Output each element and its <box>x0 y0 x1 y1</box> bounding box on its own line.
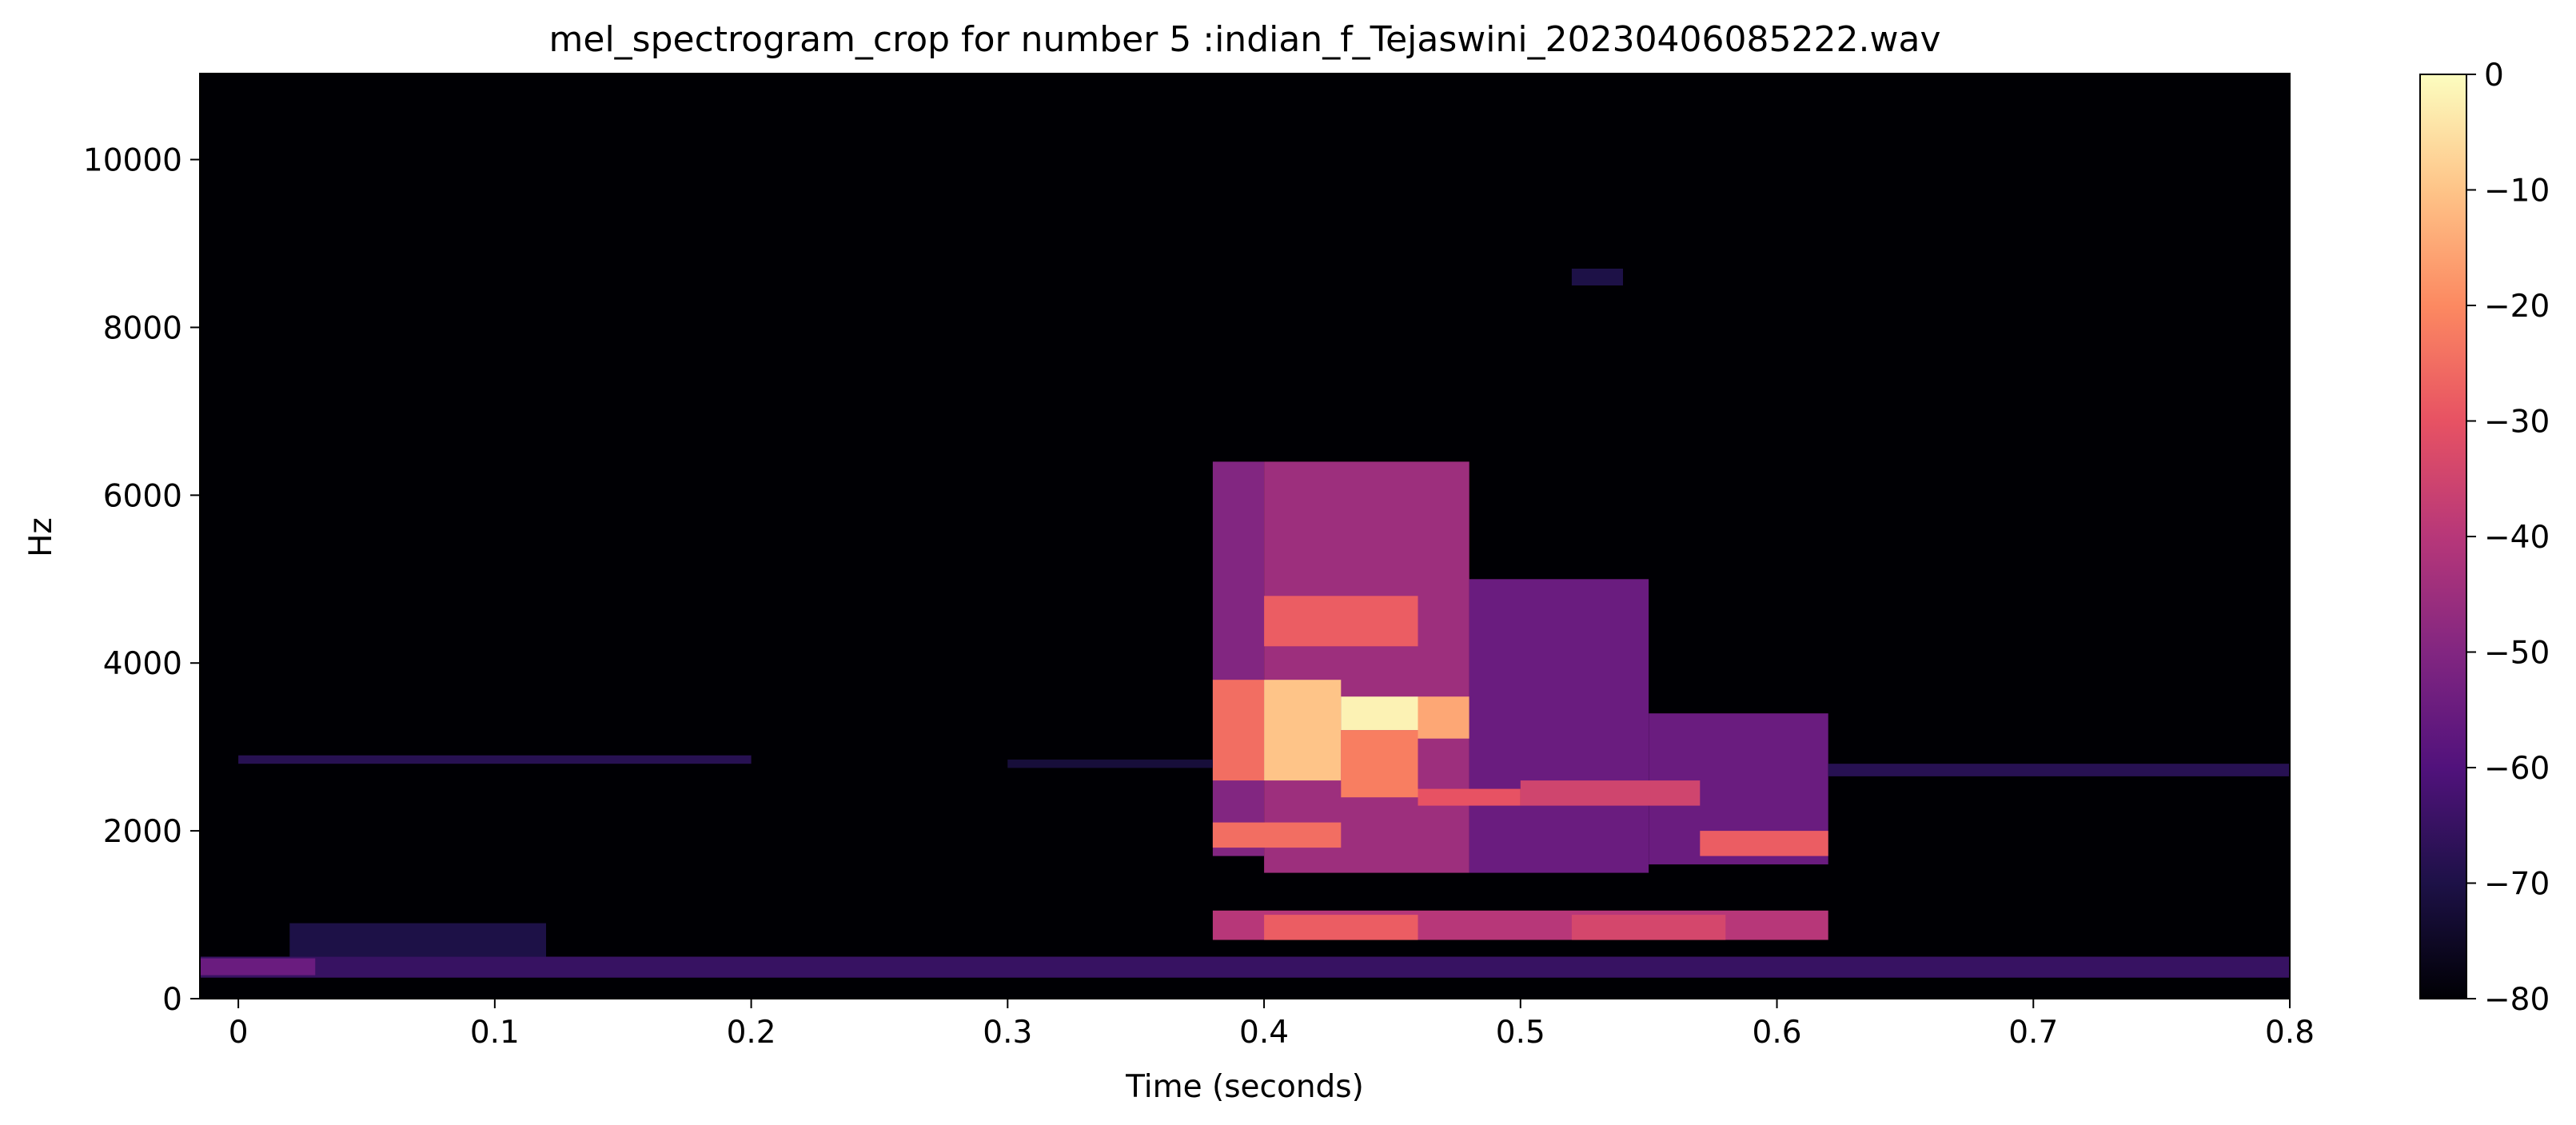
colorbar-tick-label: −50 <box>2484 636 2550 672</box>
y-tick-label: 2000 <box>103 814 182 850</box>
colorbar-tick-label: 0 <box>2484 58 2504 94</box>
heatmap-cell <box>1341 696 1418 731</box>
heatmap-cell <box>1212 461 1264 856</box>
y-tick-label: 0 <box>162 982 182 1018</box>
colorbar-tick-label: −80 <box>2484 982 2550 1018</box>
y-axis: 0 2000 4000 6000 8000 10000 <box>83 143 200 1018</box>
x-axis-label: Time (seconds) <box>1125 1069 1364 1105</box>
colorbar-tick-label: −70 <box>2484 867 2550 903</box>
y-tick-label: 6000 <box>103 478 182 514</box>
heatmap-cell <box>1571 269 1623 285</box>
heatmap-cell <box>1341 730 1418 798</box>
heatmap-cell <box>1212 680 1264 781</box>
x-tick-label: 0.2 <box>727 1015 776 1051</box>
colorbar-tick-label: −20 <box>2484 289 2550 325</box>
colorbar-gradient <box>2420 74 2466 999</box>
colorbar-ticks: 0 −10 −20 −30 −40 −50 −60 −70 −80 <box>2466 58 2550 1018</box>
heatmap-cell <box>1264 461 1469 873</box>
heatmap-cell <box>1828 764 2290 776</box>
colorbar-tick-label: −30 <box>2484 405 2550 441</box>
x-tick-label: 0.3 <box>983 1015 1032 1051</box>
x-tick-label: 0.4 <box>1239 1015 1289 1051</box>
heatmap-cell <box>200 958 316 975</box>
y-tick-label: 10000 <box>83 143 182 179</box>
x-tick-label: 0.8 <box>2265 1015 2315 1051</box>
heatmap-cell <box>1212 822 1342 848</box>
plot-area <box>199 73 2291 999</box>
heatmap-cell <box>1264 915 1418 940</box>
heatmap-cell <box>1520 780 1701 806</box>
colorbar-tick-label: −60 <box>2484 751 2550 787</box>
plot-frame <box>199 73 2291 999</box>
heatmap-cell <box>1418 696 1469 739</box>
colorbar-tick-label: −10 <box>2484 174 2550 209</box>
heatmap-cell <box>1007 759 1213 768</box>
colorbar: 0 −10 −20 −30 −40 −50 −60 −70 −80 <box>2419 58 2550 1018</box>
heatmap-cell <box>1264 596 1418 647</box>
x-tick-label: 0.7 <box>2008 1015 2058 1051</box>
x-tick-label: 0.5 <box>1496 1015 1545 1051</box>
heatmap-cell <box>1418 788 1521 806</box>
x-tick-label: 0 <box>229 1015 249 1051</box>
heatmap-cell <box>1571 915 1726 940</box>
y-axis-label: Hz <box>23 517 59 557</box>
x-axis: 0 0.1 0.2 0.3 0.4 0.5 0.6 0.7 0.8 <box>229 999 2315 1051</box>
heatmap-cell <box>1469 579 1649 873</box>
heatmap-cell <box>1700 831 1828 856</box>
colorbar-tick-label: −40 <box>2484 520 2550 556</box>
heatmap-cells <box>200 269 2290 978</box>
x-tick-label: 0.6 <box>1753 1015 1802 1051</box>
heatmap-cell <box>238 755 752 764</box>
x-tick-label: 0.1 <box>470 1015 520 1051</box>
chart-title: mel_spectrogram_crop for number 5 :india… <box>549 19 1941 60</box>
heatmap-cell <box>200 956 2290 978</box>
heatmap-cell <box>289 923 546 957</box>
y-tick-label: 4000 <box>103 646 182 682</box>
heatmap-cell <box>1264 680 1342 781</box>
y-tick-label: 8000 <box>103 310 182 346</box>
